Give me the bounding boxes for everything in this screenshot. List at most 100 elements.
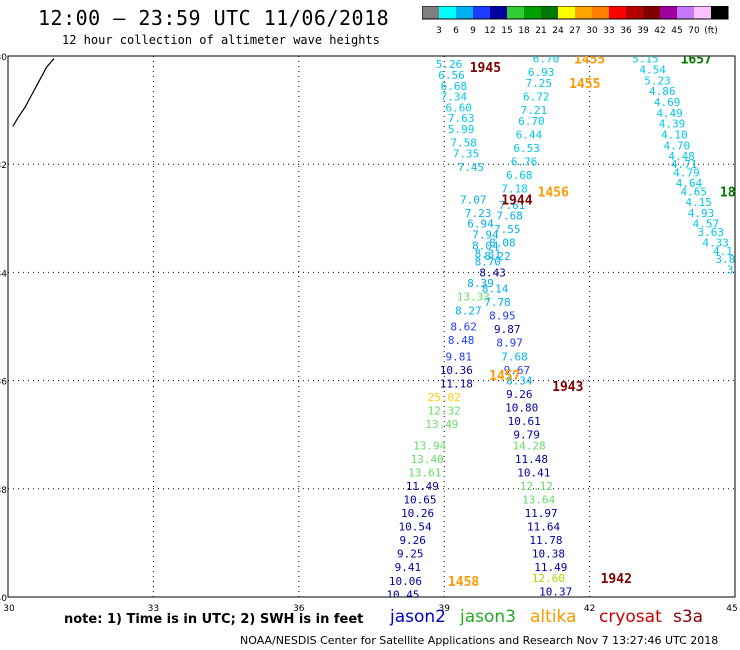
swh-value-label: 10.26: [401, 507, 434, 520]
pass-time-label: 1457: [489, 369, 520, 384]
colorbar-tick-label: 12: [484, 26, 495, 36]
x-tick-label: 36: [293, 604, 305, 614]
swh-value-label: 8.39: [467, 277, 494, 290]
swh-value-label: 8.48: [448, 334, 475, 347]
credit-text: NOAA/NESDIS Center for Satellite Applica…: [240, 634, 719, 647]
x-tick-label: 30: [3, 604, 15, 614]
swh-value-label: 7.23: [465, 207, 492, 220]
colorbar-swatch: [711, 6, 728, 19]
swh-value-label: 9.25: [397, 548, 424, 561]
pass-time-label: 1458: [448, 575, 479, 590]
swh-value-label: 7.35: [453, 147, 480, 160]
swh-value-label: 8.95: [489, 310, 516, 323]
note-text: note: 1) Time is in UTC; 2) SWH is in fe…: [64, 612, 364, 627]
pass-time-label: 1456: [538, 185, 569, 200]
colorbar-swatch: [473, 6, 490, 19]
swh-value-label: 7.63: [448, 112, 475, 125]
swh-value-label: 4.64: [676, 177, 703, 190]
swh-value-label: 8.14: [482, 283, 509, 296]
swh-value-label: 13.61: [408, 467, 441, 480]
swh-value-label: 10.45: [386, 588, 419, 601]
swh-value-label: 9.41: [395, 561, 422, 574]
swh-value-label: 5.99: [448, 123, 475, 136]
swh-value-label: 10.06: [389, 575, 422, 588]
swh-value-label: 6.70: [533, 53, 560, 66]
swh-value-label: 10.61: [508, 415, 541, 428]
swh-value-label: 5.26: [436, 58, 463, 71]
swh-value-label: 4.48: [668, 150, 695, 163]
swh-value-label: 11.18: [440, 377, 473, 390]
swh-value-label: 12.32: [428, 404, 461, 417]
swh-value-label: 4.79: [673, 166, 700, 179]
swh-value-label: 11.64: [527, 521, 560, 534]
swh-value-label: 6.94: [467, 218, 494, 231]
swh-value-label: 4.54: [639, 64, 666, 77]
swh-value-label: 4.39: [659, 118, 686, 131]
swh-value-label: 14.28: [512, 440, 545, 453]
swh-value-label: 3: [727, 264, 734, 277]
y-tick-label: -40: [0, 594, 7, 604]
swh-value-label: 9.79: [513, 429, 540, 442]
plot-frame: [7, 55, 736, 598]
colorbar-tick-label: 70: [688, 26, 700, 36]
chart-title: 12:00 – 23:59 UTC 11/06/2018: [38, 6, 390, 30]
swh-value-label: 5.15: [632, 53, 659, 66]
legend-item-altika: altika: [530, 607, 577, 627]
colorbar-swatch: [490, 6, 507, 19]
coastline: [12, 58, 55, 127]
swh-value-label: 7.07: [460, 193, 487, 206]
colorbar-swatch: [541, 6, 558, 19]
swh-value-label: 8.70: [475, 256, 502, 269]
colorbar-swatch: [643, 6, 660, 19]
colorbar-swatch: [592, 6, 609, 19]
y-tick-label: -38: [0, 486, 7, 496]
colorbar-swatch: [575, 6, 592, 19]
colorbar-swatch: [524, 6, 541, 19]
colorbar-tick-label: 33: [603, 26, 614, 36]
swh-value-label: 10.54: [399, 521, 432, 534]
colorbar-swatch: [660, 6, 677, 19]
swh-value-label: 7.55: [494, 223, 521, 236]
colorbar-tick-label: 24: [552, 26, 564, 36]
swh-value-label: 12.12: [520, 480, 553, 493]
colorbar-tick-label: (ft): [704, 26, 718, 36]
colorbar-swatch: [558, 6, 575, 19]
colorbar-tick-label: 45: [671, 26, 682, 36]
colorbar-tick-label: 42: [654, 26, 665, 36]
y-tick-label: -32: [0, 161, 7, 171]
grid: [8, 56, 735, 597]
legend-item-s3a: s3a: [673, 607, 704, 627]
swh-value-label: 3.8: [715, 253, 735, 266]
colorbar-swatch: [456, 6, 473, 19]
colorbar: 3 6 9 12 15 18 21 24 27 30 33 36 39 42 45 70 (ft): [421, 5, 732, 40]
legend-item-jason3: jason3: [460, 607, 516, 627]
swh-value-label: 7.18: [501, 183, 528, 196]
colorbar-tick-label: 15: [501, 26, 512, 36]
swh-value-label: 6.68: [506, 169, 533, 182]
swh-value-label: 7.58: [450, 137, 477, 150]
pass-time-label: 1455: [574, 53, 605, 68]
swh-value-label: 6.70: [518, 115, 545, 128]
swh-value-label: 9.87: [494, 323, 521, 336]
swh-value-label: 10.37: [539, 586, 572, 599]
swh-value-label: 10.80: [505, 402, 538, 415]
swh-value-label: 7.61: [499, 199, 526, 212]
swh-value-label: 8.34: [506, 375, 533, 388]
swh-value-label: 6.56: [438, 69, 465, 82]
swh-value-label: 9.81: [445, 350, 472, 363]
swh-value-label: 4.15: [685, 196, 712, 209]
swh-value-label: 3.63: [698, 226, 725, 239]
swh-value-label: 4.69: [654, 96, 681, 109]
swh-value-label: 12.60: [532, 572, 565, 585]
swh-value-label: 11.97: [525, 507, 558, 520]
swh-value-label: 4.10: [661, 128, 688, 141]
legend-item-cryosat: cryosat: [599, 607, 662, 627]
y-tick-label: -36: [0, 378, 7, 388]
swh-value-label: 6.60: [445, 101, 472, 114]
swh-value-label: 8.27: [455, 304, 482, 317]
y-tick-label: -30: [0, 53, 7, 63]
colorbar-tick-label: 30: [586, 26, 598, 36]
swh-value-label: 7.34: [441, 91, 468, 104]
colorbar-swatch: [626, 6, 643, 19]
swh-value-label: 4.33: [702, 237, 729, 250]
